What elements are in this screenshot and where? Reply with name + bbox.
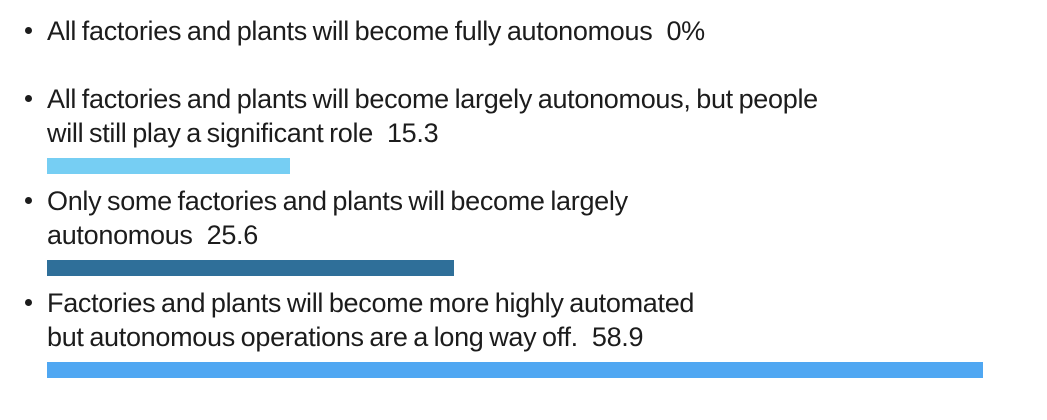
survey-option-1: All factories and plants will become ful… <box>0 14 1027 48</box>
option-4-text-line-2: but autonomous operations are a long way… <box>47 320 1027 354</box>
bullet-icon <box>25 27 32 34</box>
bar-option-4 <box>47 362 983 378</box>
option-4-text-line-1: Factories and plants will become more hi… <box>47 288 695 318</box>
bullet-icon <box>25 197 32 204</box>
option-2-text-line-2: will still play a significant role 15.3 <box>47 116 1027 150</box>
option-4-value: 58.9 <box>591 322 644 352</box>
bullet-icon <box>25 299 32 306</box>
option-3-value: 25.6 <box>206 220 259 250</box>
option-2-label: will still play a significant role <box>47 118 373 148</box>
survey-option-4: Factories and plants will become more hi… <box>0 286 1027 378</box>
option-2-value: 15.3 <box>386 118 439 148</box>
bullet-icon <box>25 95 32 102</box>
option-1-value: 0% <box>666 16 705 46</box>
survey-option-2: All factories and plants will become lar… <box>0 82 1027 174</box>
option-3-label: autonomous <box>47 220 193 250</box>
option-3-text-line-2: autonomous 25.6 <box>47 218 1027 252</box>
option-3-text-line-1: Only some factories and plants will beco… <box>47 186 628 216</box>
bar-option-3 <box>47 260 454 276</box>
option-1-text: All factories and plants will become ful… <box>47 14 1027 48</box>
option-4-label: but autonomous operations are a long way… <box>47 322 578 352</box>
option-2-text-line-1: All factories and plants will become lar… <box>47 84 818 114</box>
option-1-label: All factories and plants will become ful… <box>47 16 653 46</box>
survey-option-3: Only some factories and plants will beco… <box>0 184 1027 276</box>
bar-option-2 <box>47 158 290 174</box>
